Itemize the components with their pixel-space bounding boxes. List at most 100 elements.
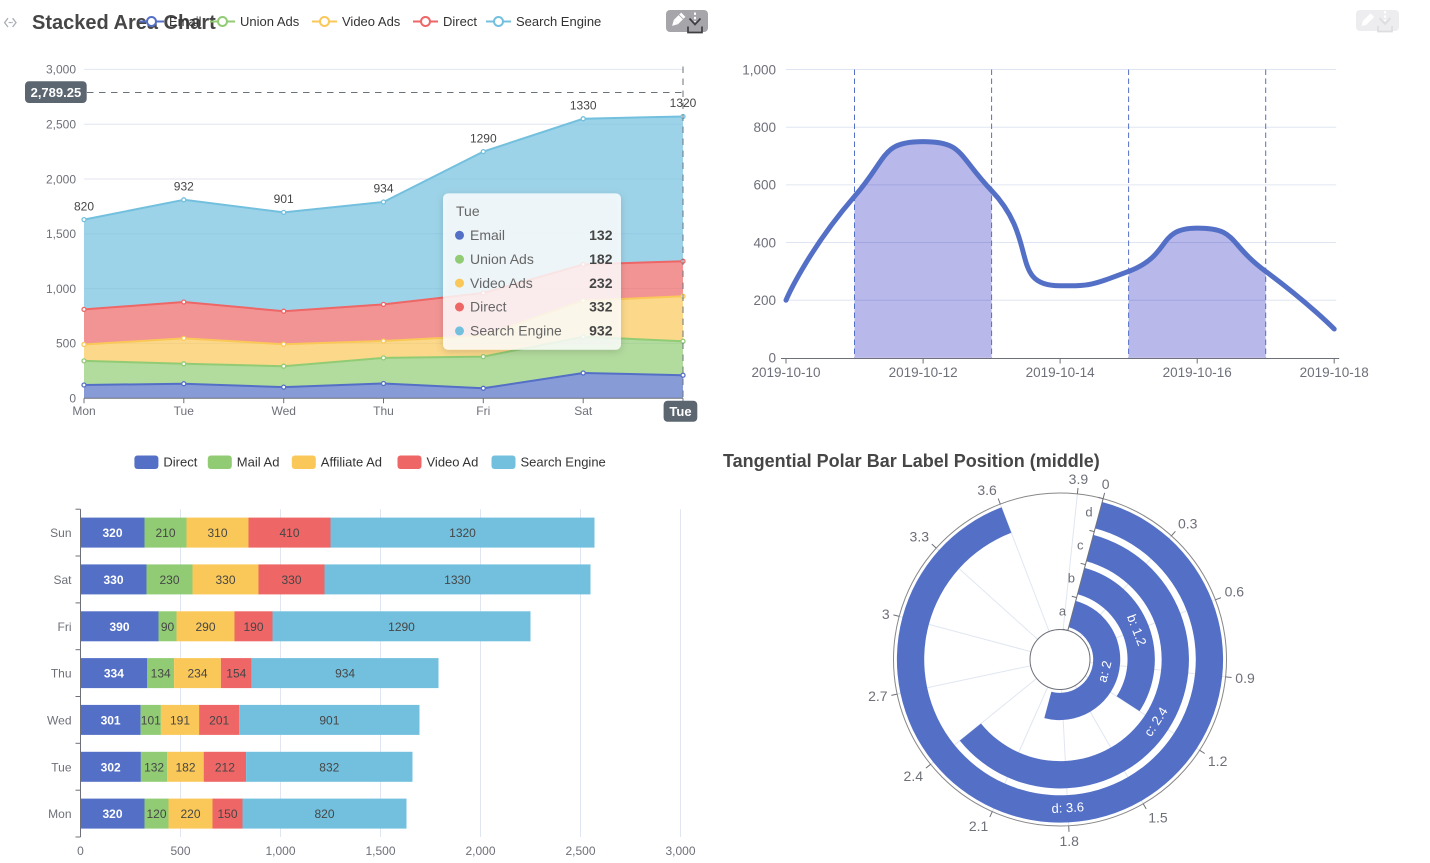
svg-text:302: 302 (101, 760, 121, 774)
svg-text:234: 234 (187, 667, 207, 681)
svg-text:Email: Email (470, 227, 505, 243)
svg-text:201: 201 (209, 713, 229, 727)
svg-text:182: 182 (589, 251, 613, 267)
svg-text:932: 932 (589, 323, 613, 339)
svg-text:934: 934 (373, 182, 393, 196)
svg-text:Video Ads: Video Ads (342, 14, 401, 29)
svg-text:Thu: Thu (373, 404, 394, 418)
svg-text:932: 932 (174, 180, 194, 194)
svg-text:b: b (1068, 571, 1075, 586)
svg-text:Sun: Sun (50, 526, 71, 540)
svg-text:0: 0 (768, 351, 776, 366)
svg-text:200: 200 (753, 293, 776, 308)
svg-text:0.6: 0.6 (1225, 583, 1245, 599)
svg-text:Mon: Mon (48, 807, 71, 821)
svg-text:1,000: 1,000 (742, 62, 776, 77)
svg-text:232: 232 (589, 275, 613, 291)
svg-text:1,500: 1,500 (46, 227, 76, 241)
svg-text:3.3: 3.3 (910, 529, 930, 545)
svg-text:2019-10-12: 2019-10-12 (889, 365, 958, 380)
svg-text:Thu: Thu (51, 667, 72, 681)
svg-text:Tangential Polar Bar Label Pos: Tangential Polar Bar Label Position (mid… (723, 451, 1100, 471)
svg-text:1,000: 1,000 (46, 282, 76, 296)
svg-text:2.1: 2.1 (969, 818, 989, 834)
svg-text:332: 332 (589, 299, 613, 315)
svg-text:2.4: 2.4 (904, 768, 924, 784)
svg-text:400: 400 (753, 235, 776, 250)
svg-text:132: 132 (144, 760, 164, 774)
svg-text:Affiliate Ad: Affiliate Ad (321, 455, 382, 470)
svg-text:301: 301 (101, 713, 121, 727)
svg-text:1.2: 1.2 (1208, 753, 1228, 769)
svg-text:132: 132 (589, 227, 613, 243)
svg-text:1290: 1290 (388, 620, 415, 634)
svg-text:Union Ads: Union Ads (240, 14, 300, 29)
svg-text:410: 410 (279, 526, 299, 540)
svg-text:2,000: 2,000 (465, 844, 495, 858)
svg-text:Fri: Fri (476, 404, 490, 418)
svg-text:1290: 1290 (470, 131, 497, 145)
svg-text:2,500: 2,500 (565, 844, 595, 858)
svg-text:3: 3 (882, 606, 890, 622)
svg-text:134: 134 (151, 667, 171, 681)
svg-text:820: 820 (314, 807, 334, 821)
svg-text:Tue: Tue (456, 203, 480, 219)
svg-text:Search Engine: Search Engine (516, 14, 601, 29)
svg-text:3,000: 3,000 (665, 844, 695, 858)
svg-text:2,789.25: 2,789.25 (31, 85, 82, 100)
svg-text:154: 154 (226, 667, 246, 681)
svg-text:Wed: Wed (47, 713, 71, 727)
svg-text:832: 832 (319, 760, 339, 774)
svg-text:2019-10-16: 2019-10-16 (1163, 365, 1232, 380)
svg-text:901: 901 (319, 713, 339, 727)
svg-text:d: d (1085, 505, 1092, 520)
svg-text:90: 90 (161, 620, 175, 634)
svg-text:230: 230 (159, 573, 179, 587)
svg-text:Tue: Tue (669, 404, 691, 419)
svg-text:3.9: 3.9 (1069, 471, 1089, 487)
svg-text:Fri: Fri (58, 620, 72, 634)
svg-text:600: 600 (753, 178, 776, 193)
svg-text:320: 320 (102, 807, 122, 821)
svg-text:Tue: Tue (174, 404, 195, 418)
svg-text:a: a (1059, 604, 1067, 619)
svg-text:150: 150 (217, 807, 237, 821)
svg-text:Tue: Tue (51, 760, 72, 774)
svg-text:1,000: 1,000 (265, 844, 295, 858)
svg-text:1330: 1330 (444, 573, 471, 587)
svg-text:Sat: Sat (53, 573, 72, 587)
svg-text:191: 191 (170, 713, 190, 727)
svg-text:2019-10-18: 2019-10-18 (1300, 365, 1369, 380)
svg-text:500: 500 (170, 844, 190, 858)
svg-text:Video Ad: Video Ad (427, 455, 479, 470)
svg-text:c: c (1077, 538, 1084, 553)
svg-text:2019-10-10: 2019-10-10 (751, 365, 820, 380)
svg-text:Sat: Sat (574, 404, 593, 418)
svg-text:0: 0 (1102, 476, 1110, 492)
svg-text:330: 330 (215, 573, 235, 587)
svg-text:0.9: 0.9 (1235, 670, 1255, 686)
svg-text:1,500: 1,500 (365, 844, 395, 858)
svg-text:2,500: 2,500 (46, 118, 76, 132)
svg-text:3,000: 3,000 (46, 63, 76, 77)
svg-text:0.3: 0.3 (1178, 516, 1198, 532)
svg-text:Email: Email (169, 14, 202, 29)
svg-text:Direct: Direct (470, 299, 507, 315)
svg-text:820: 820 (74, 199, 94, 213)
svg-text:Mon: Mon (72, 404, 95, 418)
svg-text:212: 212 (215, 760, 235, 774)
svg-text:1320: 1320 (449, 526, 476, 540)
svg-text:120: 120 (146, 807, 166, 821)
svg-text:320: 320 (102, 526, 122, 540)
svg-text:Union Ads: Union Ads (470, 251, 534, 267)
svg-text:290: 290 (195, 620, 215, 634)
svg-text:101: 101 (141, 713, 161, 727)
svg-text:190: 190 (243, 620, 263, 634)
svg-text:Wed: Wed (271, 404, 295, 418)
svg-text:334: 334 (104, 667, 124, 681)
svg-text:934: 934 (335, 667, 355, 681)
svg-text:Search Engine: Search Engine (521, 455, 606, 470)
svg-text:3.6: 3.6 (977, 482, 997, 498)
svg-text:800: 800 (753, 120, 776, 135)
svg-text:1330: 1330 (570, 98, 597, 112)
